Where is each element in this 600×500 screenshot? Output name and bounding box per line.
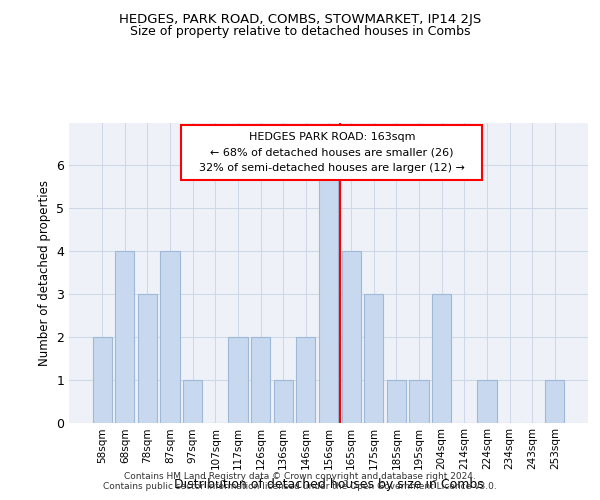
FancyBboxPatch shape — [181, 124, 482, 180]
Text: Contains HM Land Registry data © Crown copyright and database right 2024.: Contains HM Land Registry data © Crown c… — [124, 472, 476, 481]
X-axis label: Distribution of detached houses by size in Combs: Distribution of detached houses by size … — [173, 478, 484, 491]
Bar — [341, 251, 361, 422]
Bar — [319, 166, 338, 422]
Bar — [251, 337, 270, 422]
Text: HEDGES, PARK ROAD, COMBS, STOWMARKET, IP14 2JS: HEDGES, PARK ROAD, COMBS, STOWMARKET, IP… — [119, 12, 481, 26]
Text: Contains public sector information licensed under the Open Government Licence v3: Contains public sector information licen… — [103, 482, 497, 491]
Bar — [477, 380, 497, 422]
Bar — [387, 380, 406, 422]
Bar — [274, 380, 293, 422]
Bar — [138, 294, 157, 422]
Text: Size of property relative to detached houses in Combs: Size of property relative to detached ho… — [130, 25, 470, 38]
Bar — [364, 294, 383, 422]
Text: HEDGES PARK ROAD: 163sqm: HEDGES PARK ROAD: 163sqm — [248, 132, 415, 142]
Bar — [296, 337, 316, 422]
Bar — [545, 380, 565, 422]
Bar — [229, 337, 248, 422]
Y-axis label: Number of detached properties: Number of detached properties — [38, 180, 50, 366]
Text: 32% of semi-detached houses are larger (12) →: 32% of semi-detached houses are larger (… — [199, 163, 465, 173]
Bar — [115, 251, 134, 422]
Bar — [183, 380, 202, 422]
Bar — [160, 251, 180, 422]
Bar — [409, 380, 428, 422]
Text: ← 68% of detached houses are smaller (26): ← 68% of detached houses are smaller (26… — [210, 148, 454, 158]
Bar — [92, 337, 112, 422]
Bar — [432, 294, 451, 422]
